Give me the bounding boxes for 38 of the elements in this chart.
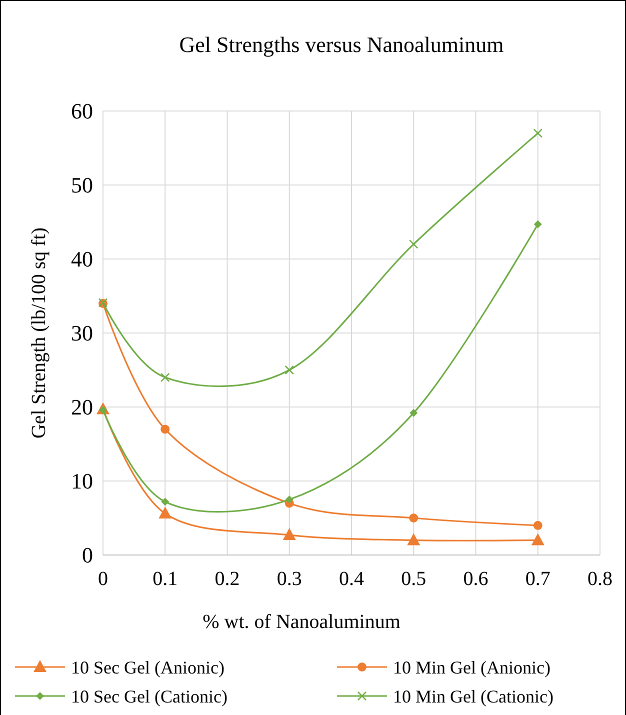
- legend-label: 10 Sec Gel (Anionic): [71, 657, 224, 678]
- point: [409, 514, 418, 522]
- y-tick-label: 40: [71, 246, 93, 272]
- point: [410, 408, 418, 417]
- point: [158, 506, 172, 519]
- point: [533, 128, 543, 138]
- x-tick-label: 0.2: [214, 568, 240, 590]
- x-tick-label: 0: [98, 568, 108, 590]
- point: [285, 496, 294, 504]
- legend-label: 10 Min Gel (Cationic): [393, 686, 554, 706]
- point: [533, 520, 542, 530]
- point: [160, 424, 170, 434]
- x-tick-label: 0.8: [588, 568, 612, 590]
- y-tick-label: 60: [71, 98, 93, 124]
- point: [284, 365, 294, 375]
- y-tick-label: 50: [71, 172, 93, 198]
- point: [160, 372, 170, 382]
- point: [534, 220, 542, 228]
- x-tick-label: 0.3: [276, 568, 302, 590]
- chart-title: Gel Strengths versus Nanoaluminum: [179, 32, 504, 57]
- point: [161, 498, 170, 506]
- x-tick-label: 0.5: [401, 568, 426, 590]
- x-axis-title: % wt. of Nanoaluminum: [202, 611, 401, 633]
- x-tick-label: 0.4: [339, 568, 364, 590]
- y-tick-label: 0: [82, 542, 93, 568]
- point: [282, 528, 296, 540]
- point: [531, 533, 544, 546]
- point: [407, 533, 420, 546]
- x-tick-label: 0.7: [525, 568, 550, 590]
- point: [408, 240, 418, 249]
- y-tick-label: 20: [71, 394, 93, 420]
- y-axis-title: Gel Strength (lb/100 sq ft): [28, 227, 50, 439]
- y-tick-label: 30: [71, 320, 93, 346]
- x-tick-label: 0.6: [463, 568, 488, 590]
- x-tick-label: 0.1: [152, 568, 178, 590]
- legend-label: 10 Sec Gel (Cationic): [71, 686, 228, 706]
- legend-label: 10 Min Gel (Anionic): [393, 657, 550, 678]
- y-tick-label: 10: [71, 468, 93, 494]
